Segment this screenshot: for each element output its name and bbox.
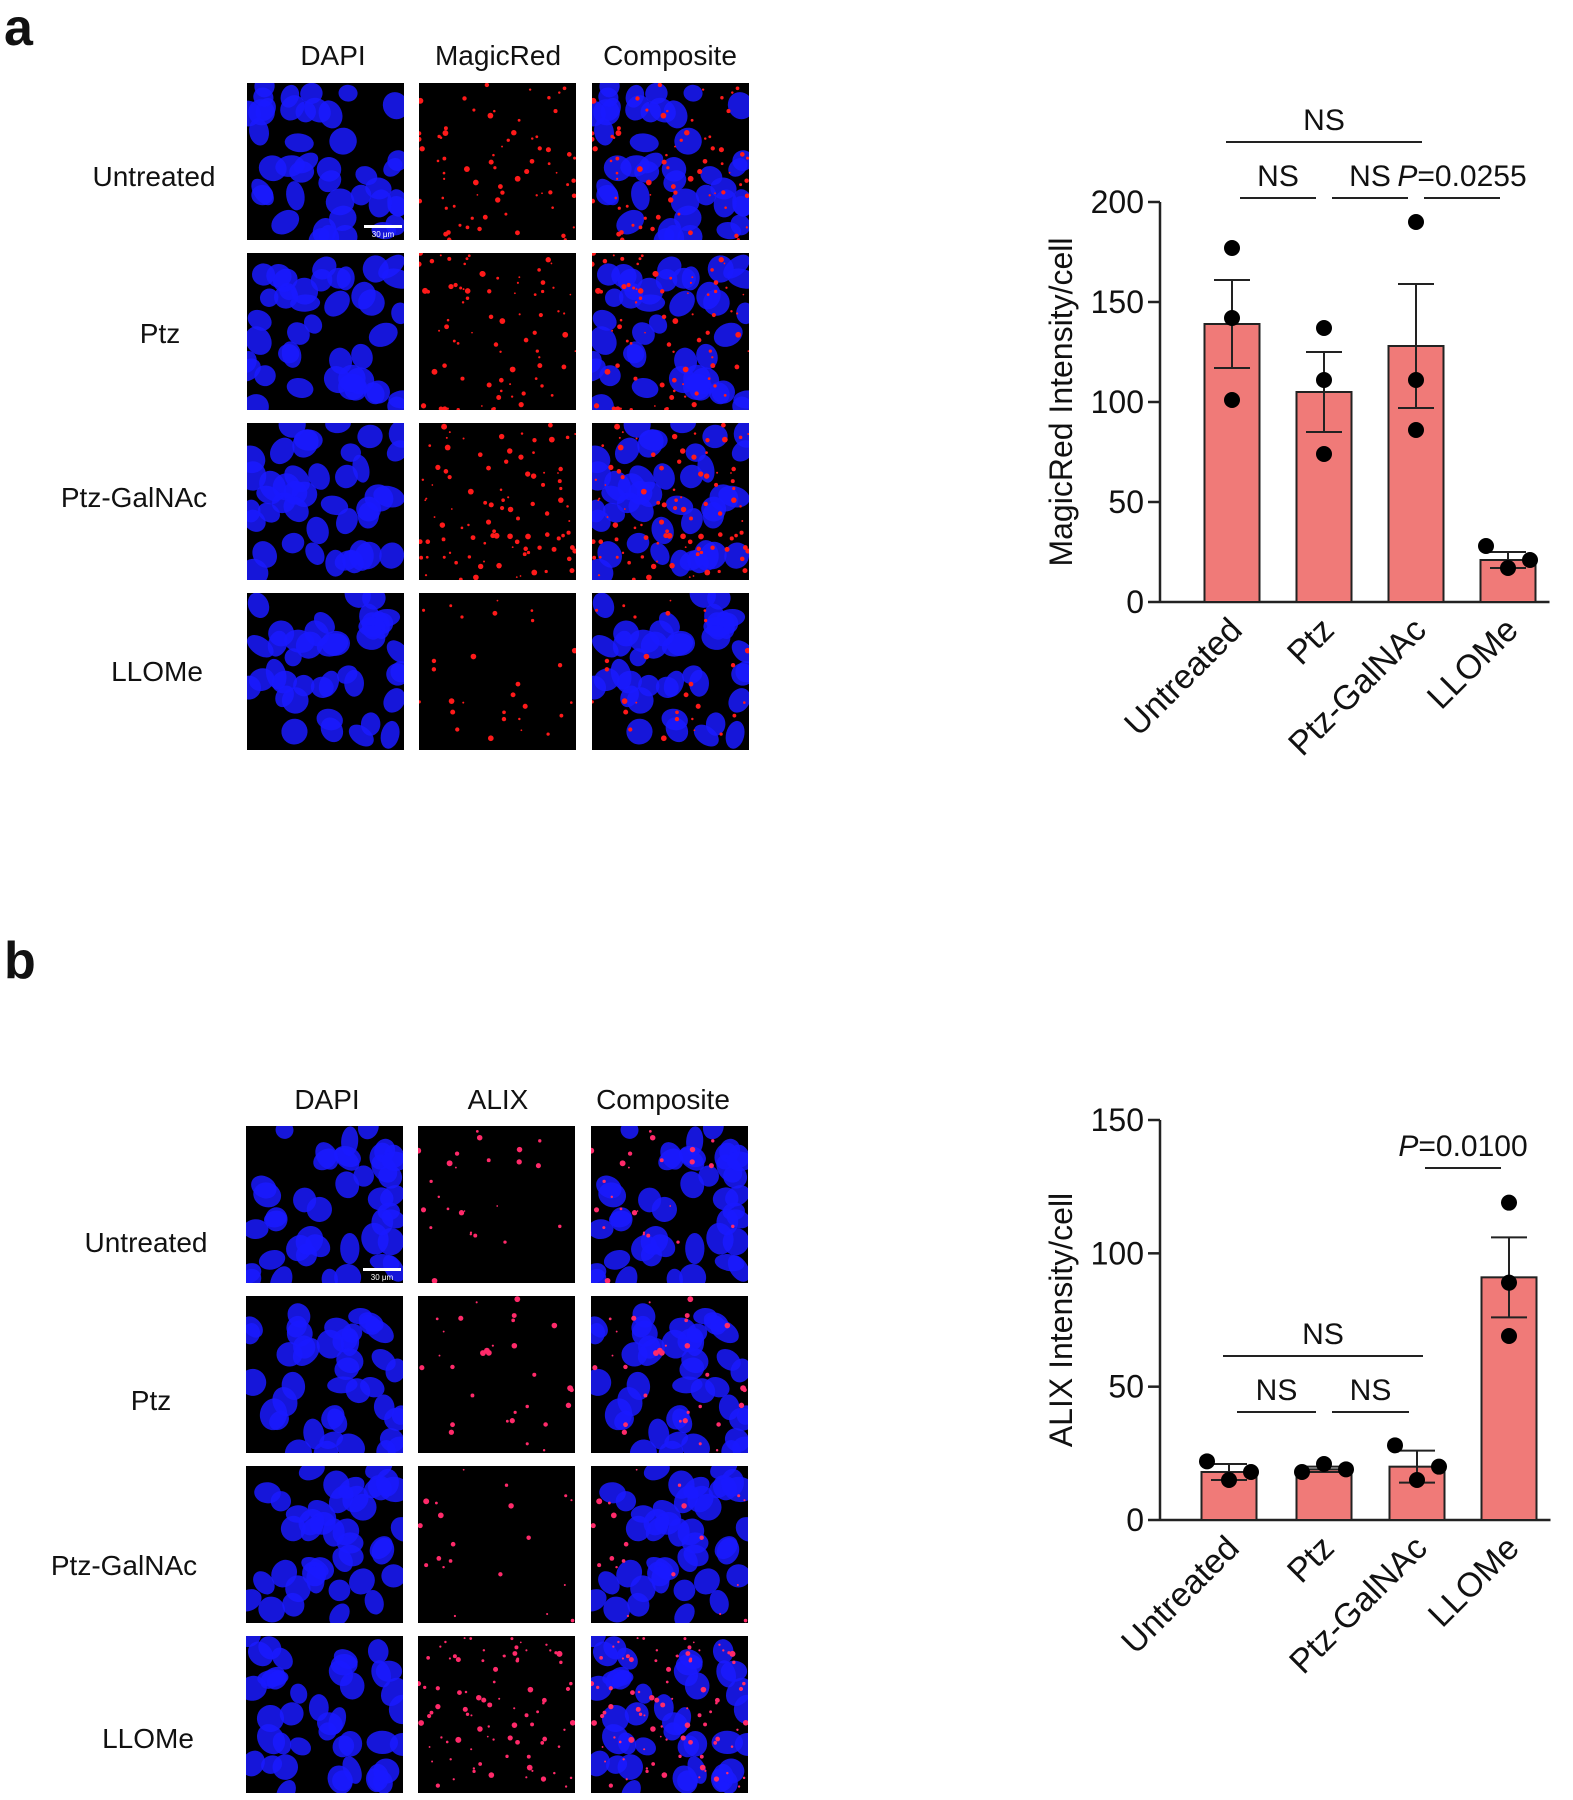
x-tick-label: LLOMe: [1421, 1529, 1527, 1635]
row-header-ptz-b: Ptz: [130, 1385, 172, 1416]
micrograph-llome-dapi: [246, 1636, 403, 1793]
micrograph-ptz-galnac-composite: [592, 423, 749, 580]
micrograph-untreated-dapi: 30 μm: [246, 1126, 403, 1283]
row-header-llome-b: LLOMe: [102, 1723, 194, 1754]
micrograph-ptz-dapi: [247, 253, 404, 410]
row-header-ptz-galnac-b: Ptz-GalNAc: [50, 1550, 198, 1581]
column-header-dapi: DAPI: [300, 40, 366, 71]
data-point: [1501, 1328, 1517, 1344]
y-tick-label: 50: [1108, 1369, 1144, 1405]
data-point: [1501, 1194, 1517, 1211]
data-point: [1294, 1464, 1310, 1480]
scale-bar: [364, 225, 402, 228]
micrograph-untreated-dapi: 30 μm: [247, 83, 404, 240]
y-tick-label: 0: [1126, 1502, 1144, 1538]
y-tick-label: 50: [1108, 484, 1144, 520]
data-point: [1522, 552, 1538, 568]
x-tick-label: Ptz: [1280, 611, 1342, 673]
column-header-dapi-b: DAPI: [294, 1084, 360, 1115]
data-point: [1243, 1464, 1259, 1480]
row-header-llome: LLOMe: [111, 656, 203, 687]
comparison-label: P=0.0255: [1397, 160, 1526, 193]
comparison-label: NS: [1302, 1318, 1344, 1351]
micrograph-untreated-composite: [591, 1126, 748, 1283]
micrograph-ptz-galnac-marker: [418, 1466, 575, 1623]
bar-chart-magicred: 0 50 100 150 200 MagicRed Intensity/cell Untre…: [1043, 104, 1550, 763]
micrograph-ptz-dapi: [246, 1296, 403, 1453]
comparison-label: NS: [1303, 104, 1345, 137]
micrograph-ptz-galnac-dapi: [246, 1466, 403, 1623]
data-point: [1316, 372, 1332, 388]
micrograph-llome-dapi: [247, 593, 404, 750]
comparison-label: NS: [1257, 160, 1299, 193]
x-tick-label: Ptz: [1280, 1529, 1342, 1591]
x-tick-label: LLOMe: [1420, 611, 1526, 717]
x-tick-label: Untreated: [1114, 1529, 1246, 1661]
data-point: [1224, 240, 1240, 256]
y-tick-label: 100: [1091, 384, 1144, 420]
micrograph-llome-marker: [419, 593, 576, 750]
data-point: [1316, 320, 1332, 336]
data-point: [1387, 1437, 1403, 1454]
data-point: [1316, 1456, 1332, 1472]
column-header-alix: ALIX: [467, 1084, 529, 1115]
micrograph-llome-marker: [418, 1636, 575, 1793]
scale-bar-label: 30 μm: [372, 230, 395, 239]
micrograph-untreated-composite: [592, 83, 749, 240]
column-header-composite-b: Composite: [596, 1084, 730, 1115]
row-header-untreated-b: Untreated: [84, 1227, 208, 1258]
data-point: [1501, 1274, 1517, 1291]
row-header-untreated: Untreated: [92, 161, 216, 192]
y-axis-label: MagicRed Intensity/cell: [1043, 237, 1079, 566]
y-tick-label: 150: [1091, 284, 1144, 320]
data-point: [1478, 538, 1494, 554]
comparison-label: NS: [1349, 160, 1391, 193]
data-point: [1199, 1453, 1215, 1470]
data-point: [1316, 446, 1332, 462]
bar: [1388, 1465, 1446, 1521]
row-header-ptz: Ptz: [139, 318, 181, 349]
data-point: [1500, 560, 1516, 576]
comparison-label: NS: [1256, 1374, 1298, 1407]
micrograph-llome-composite: [592, 593, 749, 750]
data-point: [1408, 372, 1424, 388]
data-point: [1224, 310, 1240, 326]
micrograph-ptz-composite: [592, 253, 749, 410]
x-tick-label: Untreated: [1117, 611, 1249, 743]
row-header-ptz-galnac: Ptz-GalNAc: [60, 482, 208, 513]
scale-bar-label: 30 μm: [371, 1273, 394, 1282]
column-header-composite: Composite: [603, 40, 737, 71]
panel-letter-a: a: [4, 0, 33, 57]
data-point: [1224, 392, 1240, 408]
micrograph-untreated-marker: [419, 83, 576, 240]
micrograph-llome-composite: [591, 1636, 748, 1793]
comparison-label: NS: [1350, 1374, 1392, 1407]
scale-bar: [363, 1268, 401, 1271]
data-point: [1338, 1461, 1354, 1478]
micrograph-ptz-marker: [419, 253, 576, 410]
y-axis-label: ALIX Intensity/cell: [1043, 1193, 1079, 1447]
micrograph-ptz-galnac-marker: [419, 423, 576, 580]
column-header-magicred: MagicRed: [434, 40, 562, 71]
micrograph-ptz-galnac-composite: [591, 1466, 748, 1623]
data-point: [1409, 1472, 1425, 1488]
micrograph-ptz-marker: [418, 1296, 575, 1453]
y-tick-label: 150: [1091, 1102, 1144, 1138]
data-point: [1221, 1472, 1237, 1488]
micrograph-ptz-composite: [591, 1296, 748, 1453]
data-point: [1431, 1458, 1447, 1475]
comparison-label: P=0.0100: [1398, 1130, 1527, 1163]
y-tick-label: 200: [1091, 184, 1144, 220]
micrograph-ptz-galnac-dapi: [247, 423, 404, 580]
panel-letter-b: b: [4, 932, 36, 990]
y-tick-label: 0: [1126, 584, 1144, 620]
data-point: [1408, 422, 1424, 438]
data-point: [1408, 214, 1424, 230]
bar-chart-alix: 0 50 100 150 ALIX Intensity/cell Untreated Ptz…: [1043, 1102, 1551, 1681]
micrograph-untreated-marker: [418, 1126, 575, 1283]
y-tick-label: 100: [1091, 1235, 1144, 1271]
